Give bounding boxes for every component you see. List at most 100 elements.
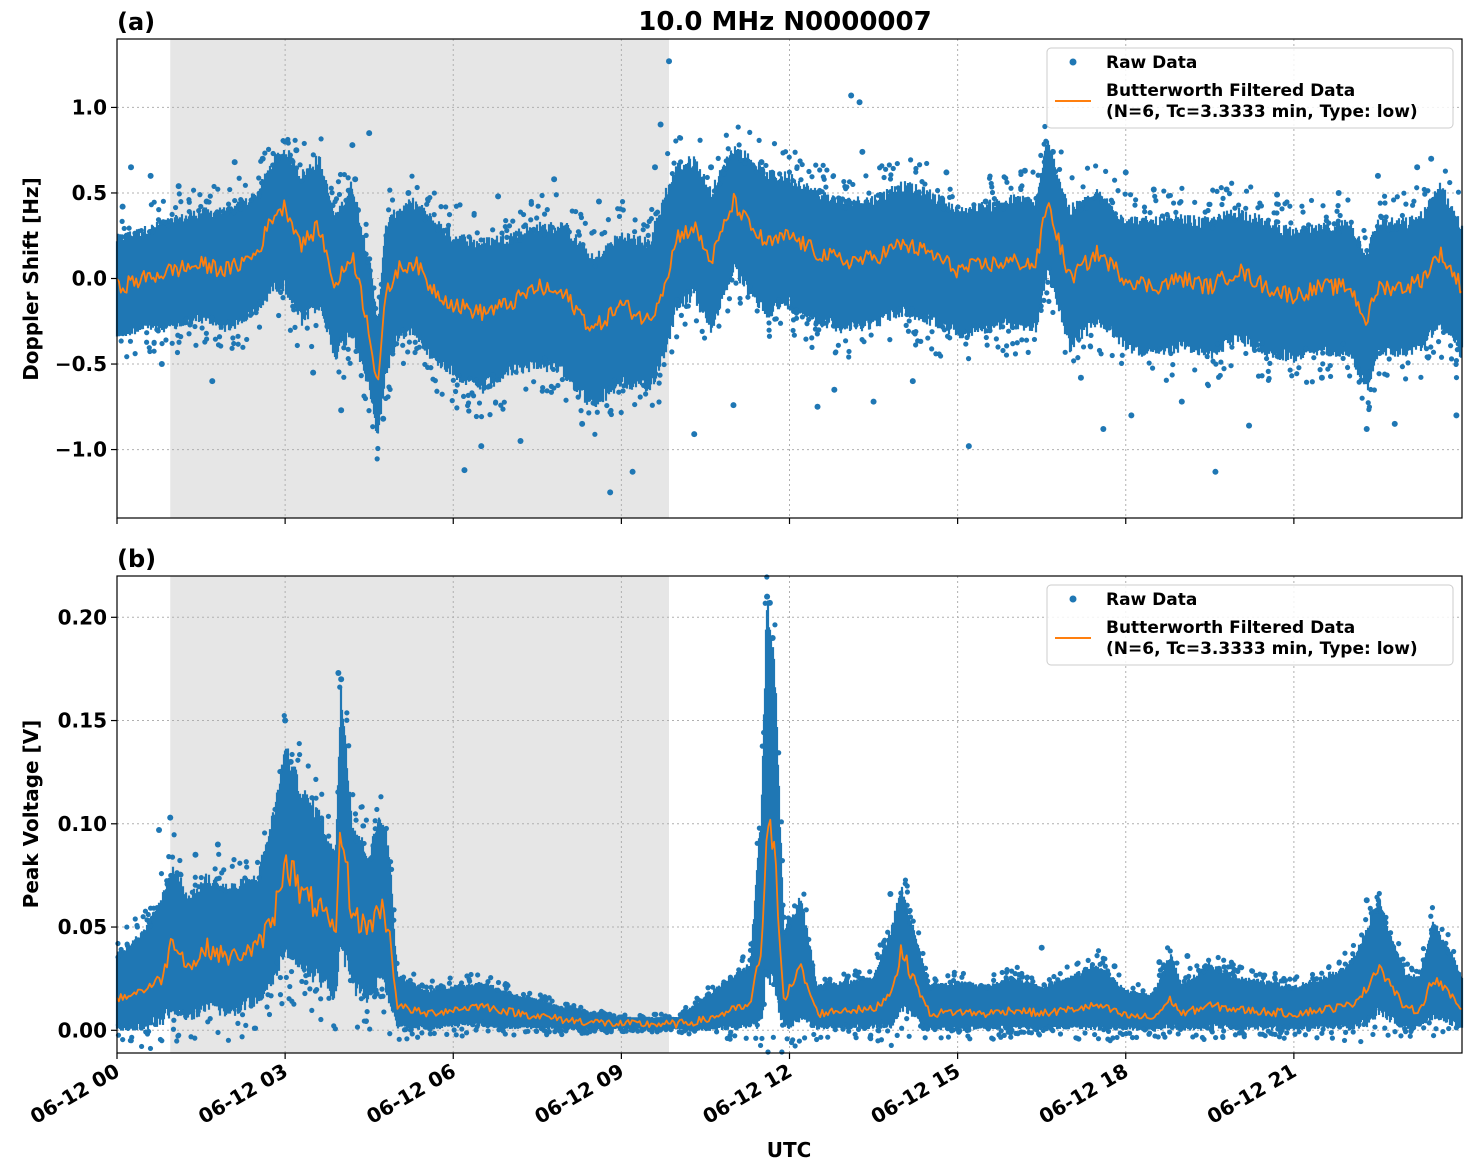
raw-data-outlier bbox=[652, 164, 658, 171]
raw-data-point bbox=[863, 199, 869, 205]
raw-data-point bbox=[905, 328, 912, 334]
raw-data-point bbox=[1336, 959, 1342, 965]
raw-data-point bbox=[1105, 1028, 1112, 1034]
raw-data-point bbox=[1210, 358, 1216, 364]
raw-data-point bbox=[302, 990, 308, 997]
raw-data-point bbox=[313, 322, 319, 329]
raw-data-point bbox=[1311, 355, 1317, 361]
raw-data-point bbox=[855, 1026, 862, 1032]
raw-data-point bbox=[1115, 188, 1121, 194]
raw-data-point bbox=[590, 400, 596, 406]
raw-data-point bbox=[254, 859, 261, 865]
raw-data-point bbox=[1161, 962, 1167, 968]
raw-data-point bbox=[1141, 204, 1148, 210]
raw-data-point bbox=[1092, 1031, 1098, 1038]
raw-data-point bbox=[1355, 364, 1361, 370]
raw-data-point bbox=[400, 342, 406, 348]
raw-data-point bbox=[753, 169, 759, 175]
raw-data-point bbox=[944, 333, 951, 339]
raw-data-point bbox=[1375, 902, 1381, 908]
raw-data-point bbox=[1226, 191, 1233, 197]
raw-data-point bbox=[866, 203, 872, 209]
raw-data-point bbox=[471, 210, 477, 217]
raw-data-outlier bbox=[1391, 420, 1398, 427]
raw-data-point bbox=[822, 976, 828, 982]
raw-data-point bbox=[651, 1011, 657, 1017]
raw-data-point bbox=[1276, 1034, 1283, 1040]
raw-data-point bbox=[598, 1008, 605, 1014]
raw-data-point bbox=[967, 981, 973, 987]
raw-data-point bbox=[611, 377, 617, 383]
raw-data-point bbox=[303, 973, 309, 979]
raw-data-point bbox=[454, 405, 460, 411]
raw-data-point bbox=[1335, 203, 1341, 209]
raw-data-point bbox=[1038, 307, 1044, 313]
raw-data-point bbox=[761, 1001, 767, 1007]
raw-data-point bbox=[498, 402, 504, 408]
raw-data-point bbox=[539, 192, 545, 199]
raw-data-point bbox=[414, 184, 420, 191]
raw-data-point bbox=[904, 908, 910, 914]
raw-data-point bbox=[395, 210, 401, 216]
raw-data-point bbox=[367, 1026, 373, 1032]
raw-data-point bbox=[231, 209, 237, 216]
raw-data-point bbox=[387, 187, 393, 193]
raw-data-point bbox=[1171, 200, 1177, 206]
raw-data-point bbox=[501, 399, 507, 405]
raw-data-outlier bbox=[282, 138, 289, 145]
raw-data-outlier bbox=[848, 92, 855, 99]
raw-data-point bbox=[425, 364, 431, 371]
raw-data-point bbox=[991, 977, 997, 983]
raw-data-outlier bbox=[1374, 172, 1381, 179]
raw-data-point bbox=[1342, 950, 1348, 956]
raw-data-point bbox=[623, 1028, 629, 1034]
raw-data-point bbox=[199, 325, 205, 331]
raw-data-point bbox=[291, 1001, 297, 1007]
raw-data-point bbox=[142, 929, 148, 936]
raw-data-outlier bbox=[405, 189, 412, 196]
raw-data-point bbox=[809, 174, 815, 180]
raw-data-point bbox=[1240, 1030, 1246, 1036]
raw-data-outlier bbox=[764, 593, 771, 600]
raw-data-point bbox=[903, 322, 909, 328]
raw-data-point bbox=[280, 944, 286, 951]
raw-data-point bbox=[491, 1022, 498, 1029]
raw-data-point bbox=[1181, 978, 1187, 984]
raw-data-point bbox=[213, 883, 220, 889]
raw-data-point bbox=[151, 340, 157, 346]
raw-data-point bbox=[363, 817, 369, 823]
raw-data-point bbox=[1401, 1021, 1408, 1027]
raw-data-point bbox=[1204, 353, 1210, 360]
raw-data-point bbox=[737, 295, 743, 302]
raw-data-point bbox=[275, 284, 281, 290]
raw-data-point bbox=[390, 351, 396, 357]
raw-data-point bbox=[610, 1013, 616, 1019]
raw-data-point bbox=[1025, 349, 1031, 355]
raw-data-point bbox=[669, 170, 675, 177]
raw-data-point bbox=[147, 348, 153, 355]
raw-data-point bbox=[235, 333, 241, 339]
raw-data-point bbox=[592, 431, 598, 437]
raw-data-point bbox=[1347, 373, 1353, 379]
raw-data-point bbox=[352, 811, 359, 817]
raw-data-point bbox=[1401, 190, 1407, 196]
raw-data-point bbox=[1210, 225, 1216, 231]
raw-data-point bbox=[1159, 213, 1165, 219]
raw-data-point bbox=[1046, 976, 1052, 983]
raw-data-outlier bbox=[338, 676, 345, 683]
raw-data-point bbox=[144, 330, 150, 336]
raw-data-point bbox=[916, 1014, 922, 1020]
raw-data-point bbox=[391, 917, 397, 923]
raw-data-point bbox=[616, 1014, 623, 1020]
raw-data-point bbox=[146, 1028, 152, 1035]
raw-data-point bbox=[506, 361, 512, 367]
raw-data-point bbox=[920, 194, 926, 201]
raw-data-point bbox=[451, 1027, 457, 1033]
raw-data-point bbox=[1342, 961, 1348, 967]
raw-data-point bbox=[940, 206, 947, 212]
raw-data-point bbox=[1301, 225, 1307, 231]
raw-data-point bbox=[960, 970, 967, 977]
raw-data-point bbox=[1014, 964, 1020, 970]
y-tick-label: −1.0 bbox=[55, 438, 107, 462]
raw-data-point bbox=[412, 339, 418, 345]
